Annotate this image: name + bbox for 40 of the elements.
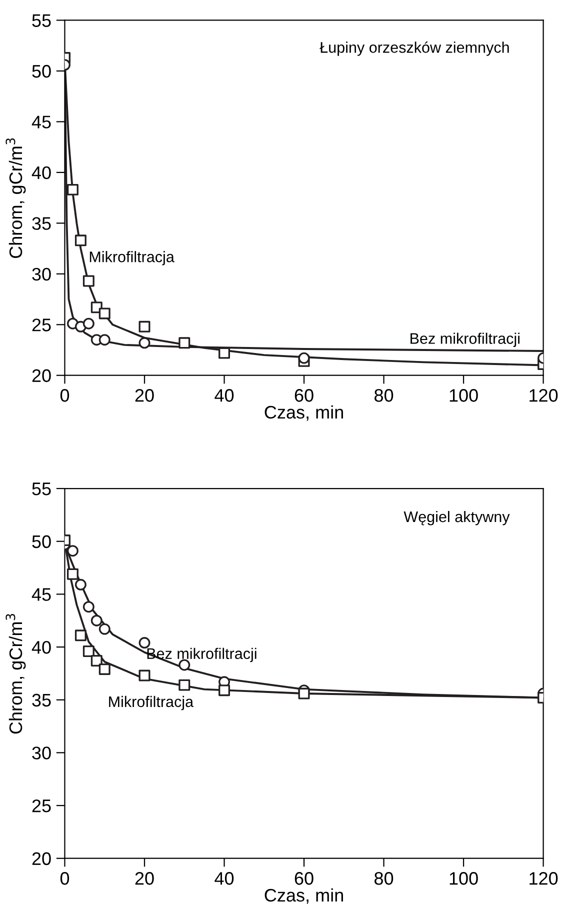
text: Łupiny orzeszków ziemnych	[320, 41, 509, 56]
x-axis-title: Czas, min	[264, 405, 343, 421]
x-tick-label: 0	[60, 389, 70, 402]
x-tick-label: 40	[214, 389, 234, 402]
y-tick-label: 40	[32, 640, 51, 654]
y-axis-title: Chrom, gCr/m$^{3}$	[6, 614, 26, 734]
x-tick-label: 60	[294, 389, 314, 402]
text: Węgiel aktywny	[404, 510, 510, 526]
x-tick-label: 20	[135, 389, 154, 402]
y-tick-label: 45	[32, 116, 51, 128]
y-tick-label: 25	[32, 799, 51, 812]
annotation: Bez mikrofiltracji	[410, 332, 520, 347]
x-tick-label: 0	[60, 872, 70, 885]
annotation: Mikrofiltracja	[90, 251, 174, 266]
y-tick-label: 20	[32, 369, 51, 382]
y-tick-label: 35	[32, 694, 51, 707]
x-tick-label: 120	[530, 389, 558, 402]
x-axis-title: Czas, min	[264, 888, 343, 904]
annotation: Mikrofiltracja	[109, 696, 194, 710]
x-tick-label: 60	[294, 872, 314, 885]
x-tick-label: 20	[135, 872, 154, 885]
y-tick-label: 20	[32, 852, 51, 866]
annotation: Bez mikrofiltracji	[147, 648, 256, 662]
y-tick-label: 45	[32, 588, 51, 601]
x-tick-label: 80	[374, 389, 394, 402]
y-tick-label: 30	[32, 268, 51, 281]
x-tick-label: 40	[214, 872, 234, 885]
y-tick-label: 40	[32, 166, 51, 180]
y-tick-label: 55	[32, 482, 51, 496]
x-tick-label: 100	[450, 389, 478, 402]
x-tick-label: 80	[374, 872, 394, 885]
y-tick-label: 25	[32, 318, 51, 332]
x-tick-label: 100	[450, 872, 478, 885]
y-tick-label: 50	[32, 535, 51, 548]
y-tick-label: 50	[32, 64, 51, 78]
y-axis-title: Chrom, gCr/m$^{3}$	[6, 138, 26, 258]
x-tick-label: 120	[530, 872, 558, 885]
y-tick-label: 35	[32, 217, 51, 230]
y-tick-label: 30	[32, 746, 51, 760]
y-tick-label: 55	[32, 14, 51, 27]
